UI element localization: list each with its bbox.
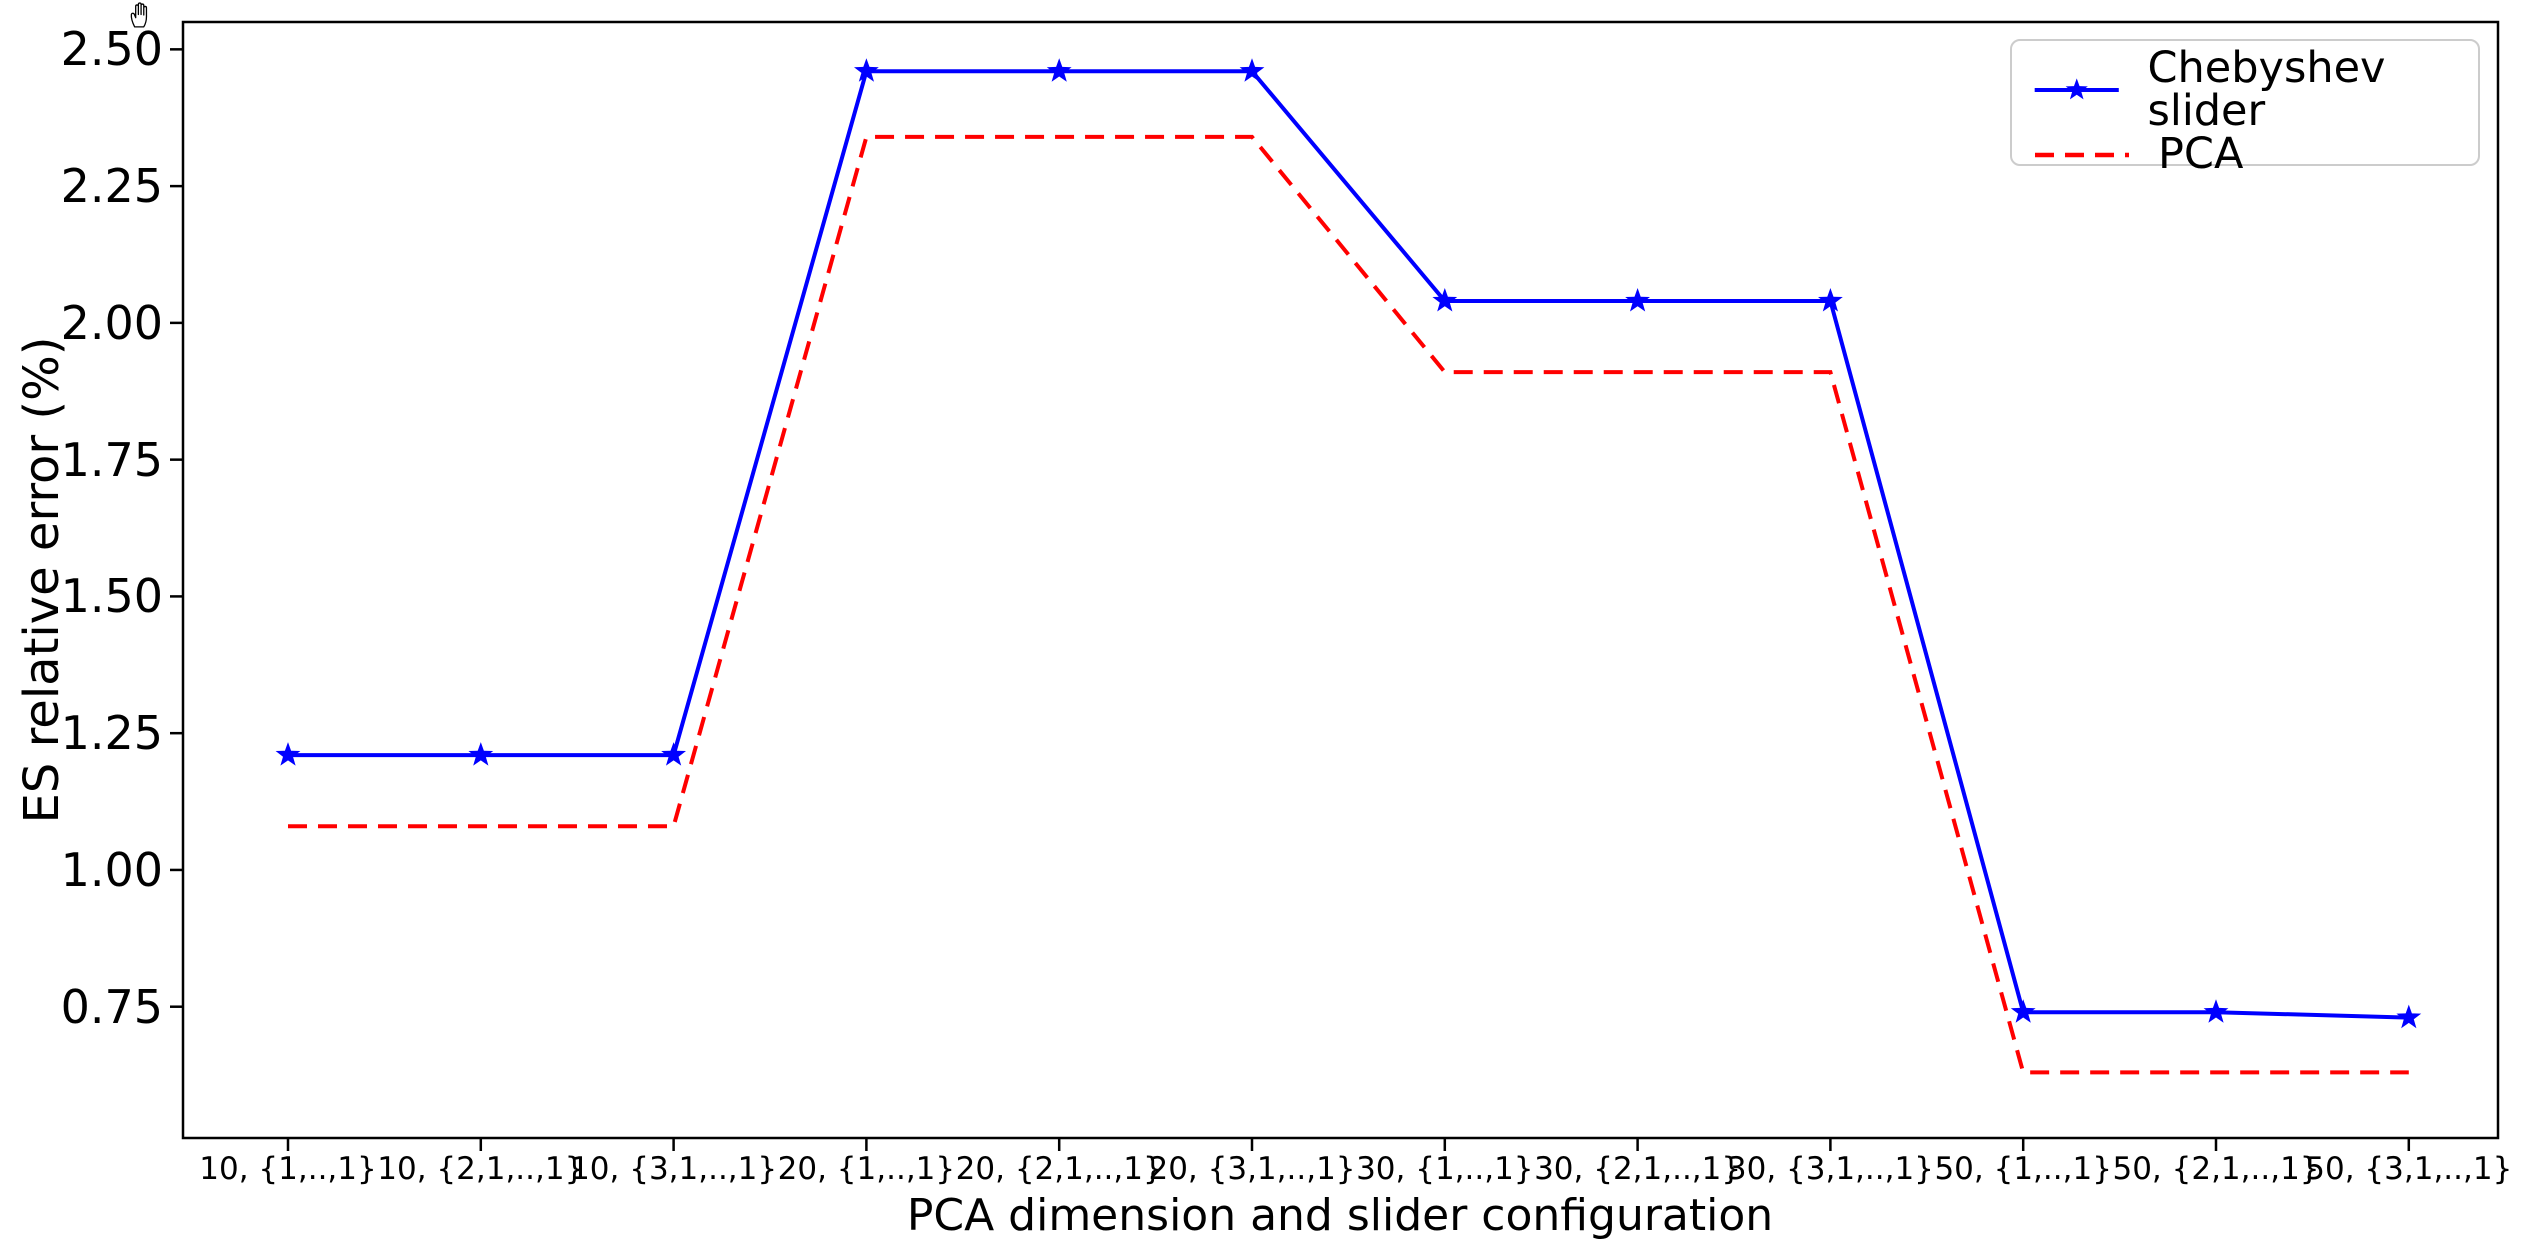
- x-tick-label: 50, {1,..,1}: [1934, 1151, 2112, 1187]
- axes-spines: [181, 20, 2500, 1140]
- x-tick-label: 20, {3,1,..,1}: [1148, 1151, 1356, 1187]
- legend-item-chebyshev-slider: Chebyshev slider: [2032, 47, 2478, 133]
- legend-line-sample-pca: [2035, 152, 2129, 157]
- x-tick-label: 50, {3,1,..,1}: [2305, 1151, 2513, 1187]
- x-tick-label: 10, {3,1,..,1}: [570, 1151, 778, 1187]
- legend-label-chebyshev-slider: Chebyshev slider: [2147, 43, 2386, 136]
- y-tick-label: 2.25: [60, 159, 163, 214]
- x-tick-label: 10, {2,1,..,1}: [377, 1151, 585, 1187]
- x-tick-label: 20, {2,1,..,1}: [955, 1151, 1163, 1187]
- x-tick-label: 30, {3,1,..,1}: [1726, 1151, 1934, 1187]
- series-line-pca: [288, 134, 2409, 1075]
- y-tick-label: 0.75: [60, 979, 163, 1034]
- x-tick-label: 50, {2,1,..,1}: [2112, 1151, 2320, 1187]
- x-tick-label: 30, {1,..,1}: [1356, 1151, 1534, 1187]
- y-tick-label: 1.50: [60, 569, 163, 624]
- y-tick-label: 1.75: [60, 432, 163, 487]
- x-axis-label: PCA dimension and slider configuration: [906, 1190, 1774, 1241]
- y-tick-label: 1.25: [60, 706, 163, 761]
- x-tick-label: 30, {2,1,..,1}: [1534, 1151, 1742, 1187]
- y-tick-label: 2.50: [60, 22, 163, 77]
- legend-label-pca: PCA: [2158, 129, 2244, 179]
- series-line-chebyshev-slider: [288, 69, 2409, 1020]
- legend-item-pca: PCA: [2032, 133, 2478, 176]
- series-markers-chebyshev-slider: [275, 58, 2422, 1029]
- y-tick-label: 2.00: [60, 295, 163, 350]
- x-tick-label: 10, {1,..,1}: [199, 1151, 377, 1187]
- legend-line-sample-chebyshev: [2034, 78, 2119, 100]
- x-tick-label: 20, {1,..,1}: [777, 1151, 956, 1187]
- hand-cursor-icon: [130, 2, 148, 28]
- y-tick-label: 1.00: [60, 842, 163, 897]
- legend: Chebyshev slider PCA: [2010, 39, 2480, 176]
